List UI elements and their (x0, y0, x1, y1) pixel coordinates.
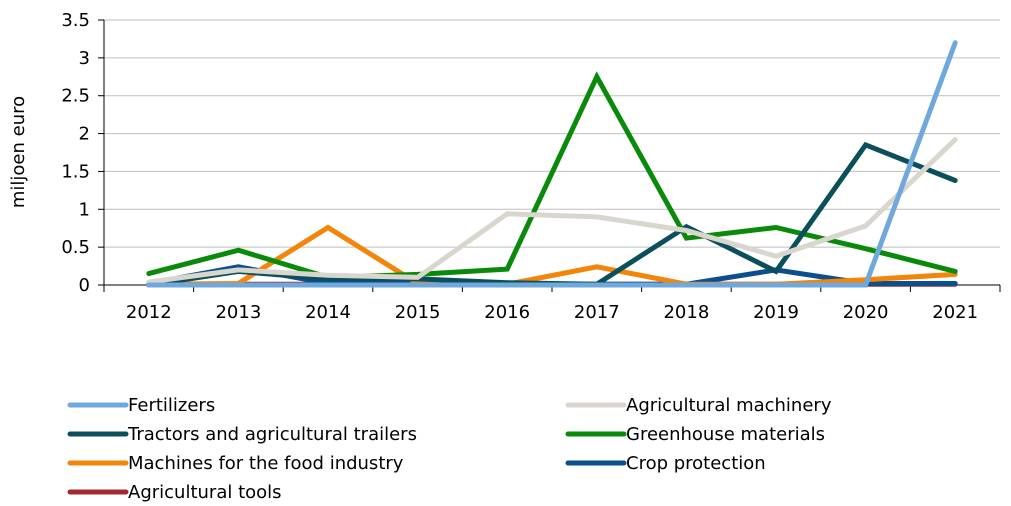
legend-label-machines-for-the-food-industry: Machines for the food industry (128, 453, 404, 474)
x-tick-label: 2018 (663, 302, 709, 323)
series-line-greenhouse-materials (146, 71, 958, 280)
y-tick-label: 2.5 (61, 86, 90, 107)
y-tick-label: 3.5 (61, 10, 90, 31)
y-tick-label: 2 (79, 124, 90, 145)
legend-label-agricultural-machinery: Agricultural machinery (626, 395, 832, 416)
x-tick-label: 2020 (843, 302, 889, 323)
x-tick-label: 2012 (126, 302, 172, 323)
x-tick-label: 2019 (753, 302, 799, 323)
legend-label-greenhouse-materials: Greenhouse materials (626, 424, 825, 445)
legend-label-crop-protection: Crop protection (626, 453, 766, 474)
legend-label-agricultural-tools: Agricultural tools (128, 482, 282, 503)
x-tick-label: 2021 (932, 302, 978, 323)
legend: Fertilizers Agricultural machinery Tractor… (67, 395, 832, 503)
legend-label-tractors-and-agricultural-trailers: Tractors and agricultural trailers (127, 424, 417, 445)
y-axis-title: miljoen euro (8, 96, 29, 208)
y-tick-label: 1.5 (61, 161, 90, 182)
x-tick-label: 2016 (484, 302, 530, 323)
legend-label-fertilizers: Fertilizers (128, 395, 215, 416)
x-tick-label: 2017 (574, 302, 620, 323)
series-lines (146, 40, 958, 288)
y-tick-label: 0 (79, 275, 90, 296)
series-line-agricultural-machinery (146, 137, 958, 285)
x-tick-labels: 2012 2013 2014 2015 2016 2017 2018 2019 2020 2021 (126, 302, 978, 323)
y-tick-label: 0.5 (61, 237, 90, 258)
x-tick-label: 2013 (215, 302, 261, 323)
series-line-fertilizers (146, 40, 958, 288)
y-tick-label: 3 (79, 48, 90, 69)
x-tick-label: 2014 (305, 302, 351, 323)
x-tick-label: 2015 (395, 302, 441, 323)
y-tick-labels: 0 0.5 1 1.5 2 2.5 3 3.5 (61, 10, 90, 296)
series-line-machines-for-the-food-industry (146, 224, 958, 287)
y-tick-label: 1 (79, 199, 90, 220)
